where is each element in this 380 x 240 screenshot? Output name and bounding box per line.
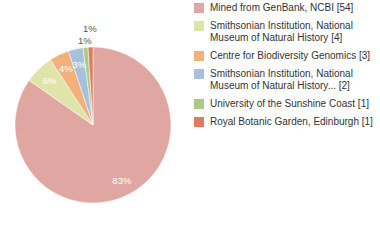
html-text:Centre for Biodiversity Genomi: Centre for Biodiversity Genomics [3] <box>210 50 371 61</box>
svg-text:83%: 83% <box>112 175 132 186</box>
html-text:University of the Sunshine Coa: University of the Sunshine Coast [1] <box>210 98 369 109</box>
svg-text:3%: 3% <box>72 59 86 70</box>
svg-text:4%: 4% <box>59 63 73 74</box>
svg-text:1%: 1% <box>83 23 97 34</box>
html-text:Royal Botanic Garden, Edinburg: Royal Botanic Garden, Edinburgh [1] <box>210 116 373 127</box>
html-text:Mined from GenBank, NCBI [54]: Mined from GenBank, NCBI [54] <box>210 2 354 13</box>
svg-text:1%: 1% <box>78 35 92 46</box>
html-text:Smithsonian Institution, Natio: Smithsonian Institution, National Museum… <box>210 68 353 91</box>
svg-text:6%: 6% <box>43 75 57 86</box>
html-text:Smithsonian Institution, Natio: Smithsonian Institution, National Museum… <box>210 20 353 43</box>
